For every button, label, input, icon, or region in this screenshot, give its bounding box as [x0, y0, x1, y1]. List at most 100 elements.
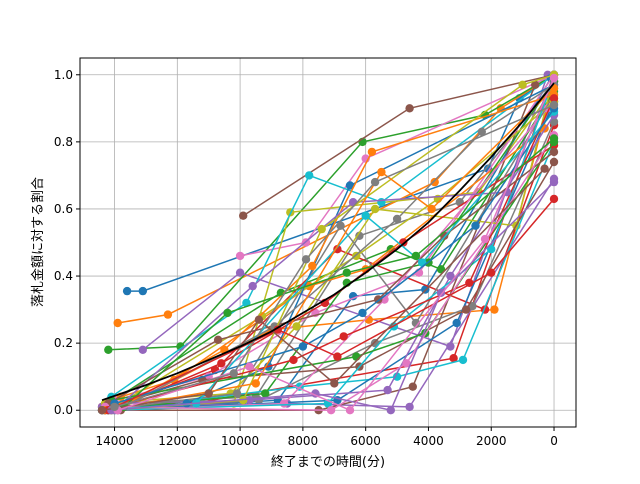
data-point [487, 245, 496, 254]
data-point [330, 379, 339, 388]
y-tick-label: 0.6 [54, 202, 73, 216]
data-point [490, 305, 499, 314]
y-tick-label: 0.4 [54, 269, 73, 283]
data-point [405, 104, 414, 113]
data-point [446, 271, 455, 281]
series-line [120, 84, 536, 411]
data-point [245, 362, 254, 371]
data-point [383, 385, 392, 395]
y-axis-label: 落札金額に対する割合 [30, 177, 46, 307]
data-point [97, 406, 107, 415]
data-point [305, 171, 314, 180]
data-point [333, 245, 342, 254]
data-point [370, 177, 380, 187]
data-point [204, 389, 213, 398]
data-point [223, 308, 232, 318]
x-tick-label: 8000 [288, 434, 319, 448]
x-tick-label: 12000 [158, 434, 196, 448]
data-point [251, 379, 260, 388]
data-point [239, 211, 248, 220]
data-point [458, 355, 468, 365]
series-35 [104, 147, 559, 408]
data-point [104, 345, 113, 354]
x-tick-label: 10000 [221, 434, 259, 448]
data-point [352, 352, 361, 361]
data-point [430, 177, 439, 187]
data-point [452, 318, 461, 328]
series-45 [97, 164, 549, 415]
y-axis-ticks: 0.0 0.2 0.4 0.6 0.8 1.0 [54, 68, 80, 417]
data-point [480, 234, 490, 244]
data-point [235, 251, 245, 261]
x-tick-label: 2000 [476, 434, 507, 448]
data-point [411, 251, 421, 261]
data-point [289, 355, 298, 365]
data-point [540, 164, 549, 173]
data-point [427, 204, 436, 214]
data-point [339, 332, 348, 341]
data-point [229, 369, 238, 378]
data-point [449, 354, 458, 363]
data-point [248, 281, 257, 291]
data-point [477, 127, 486, 136]
data-point [326, 406, 336, 415]
trend-layer [101, 82, 555, 402]
data-point [333, 352, 342, 361]
series-44 [107, 177, 559, 415]
data-point [163, 310, 173, 319]
data-point [355, 231, 364, 240]
trend-line [101, 82, 555, 402]
data-point [345, 406, 355, 415]
x-tick-label: 0 [550, 434, 558, 448]
data-point [549, 147, 559, 157]
data-point [436, 288, 446, 297]
data-point [405, 402, 414, 412]
y-tick-label: 0.0 [54, 403, 73, 417]
data-point [342, 268, 351, 277]
x-tick-label: 14000 [95, 434, 133, 448]
data-point [531, 80, 540, 90]
data-point [549, 157, 559, 167]
data-point [518, 80, 527, 90]
data-point [471, 221, 480, 230]
y-tick-label: 1.0 [54, 68, 73, 82]
series-47 [110, 100, 559, 412]
data-point [367, 147, 377, 157]
data-point [549, 177, 559, 187]
data-point [317, 224, 326, 234]
data-point [232, 389, 242, 398]
data-point [279, 399, 289, 408]
data-point [217, 359, 226, 368]
x-axis-ticks: 14000 12000 10000 8000 6000 4000 2000 0 [95, 427, 558, 448]
data-point [465, 278, 474, 287]
data-point [402, 359, 411, 368]
data-point [549, 100, 559, 110]
data-point [292, 322, 301, 331]
data-point [298, 342, 308, 351]
data-point [392, 214, 402, 224]
data-point [468, 302, 477, 311]
data-point [370, 204, 380, 214]
series-layer [97, 70, 559, 415]
data-point [377, 198, 386, 207]
data-point [361, 211, 370, 220]
data-point [549, 73, 559, 83]
data-point [122, 286, 132, 296]
data-point [239, 396, 248, 405]
x-tick-label: 4000 [413, 434, 444, 448]
data-point [549, 94, 559, 103]
data-point [235, 268, 245, 277]
data-point [418, 258, 427, 267]
data-point [408, 382, 417, 391]
data-point [377, 167, 386, 177]
y-tick-label: 0.2 [54, 336, 73, 350]
data-point [261, 389, 270, 398]
data-point [461, 305, 471, 314]
series-1 [113, 70, 559, 328]
data-point [110, 402, 119, 412]
data-point [549, 194, 559, 204]
data-point [213, 335, 223, 344]
data-point [440, 231, 449, 240]
